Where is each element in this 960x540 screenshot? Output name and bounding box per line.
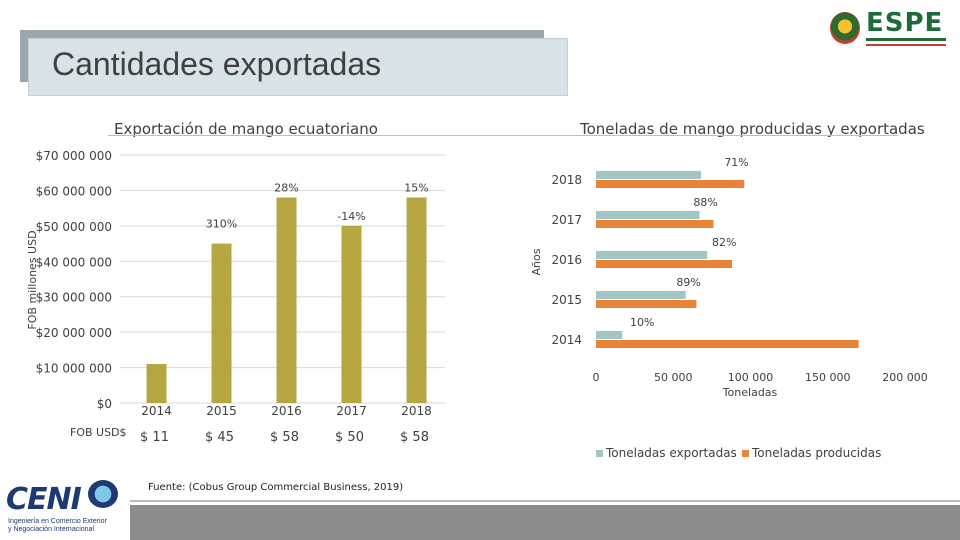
x-tick-label: 100 000: [728, 371, 774, 384]
y-tick-label: $70 000 000: [36, 149, 112, 163]
x-tick-label: 2015: [206, 404, 237, 418]
hbar: [596, 171, 702, 179]
y-tick-label: $20 000 000: [36, 326, 112, 340]
percent-label: 82%: [712, 236, 736, 249]
hbar: [596, 180, 745, 188]
bar: [211, 243, 232, 403]
hbar: [596, 260, 732, 268]
legend-swatch: [742, 450, 749, 457]
y-tick-label: 2018: [551, 173, 582, 187]
y-axis-title: Años: [530, 248, 543, 275]
percent-label: 89%: [676, 276, 700, 289]
legend-label: Toneladas producidas: [751, 446, 881, 460]
y-tick-label: $30 000 000: [36, 291, 112, 305]
ceni-globe-icon: [88, 480, 118, 508]
y-tick-label: $40 000 000: [36, 255, 112, 269]
bar: [276, 197, 297, 403]
espe-logo-line: [866, 38, 946, 41]
x-axis-title: Toneladas: [722, 386, 778, 399]
x-tick-label: 2018: [401, 404, 432, 418]
bar: [406, 197, 427, 403]
y-tick-label: 2015: [551, 293, 582, 307]
bar-chart-fob: $0 $10 000 000 $20 000 000 $30 000 000 $40 0…: [26, 149, 445, 445]
y-tick-label: 2017: [551, 213, 582, 227]
table-value: $ 58: [400, 430, 429, 445]
table-value: $ 50: [335, 430, 364, 445]
growth-label: -14%: [337, 210, 365, 223]
hbar: [596, 331, 623, 339]
bar: [146, 364, 167, 403]
y-tick-label: 2016: [551, 253, 582, 267]
y-axis-title: FOB millones USD: [26, 230, 39, 329]
x-tick-label: 50 000: [654, 371, 693, 384]
growth-label: 28%: [274, 182, 298, 195]
y-tick-label: $60 000 000: [36, 184, 112, 198]
x-tick-label: 2017: [336, 404, 367, 418]
x-tick-label: 2014: [141, 404, 172, 418]
y-tick-label: $10 000 000: [36, 362, 112, 376]
footer-bar: [130, 505, 960, 540]
title-box: [28, 38, 568, 96]
chart-divider: [108, 135, 898, 136]
x-tick-label: 2016: [271, 404, 302, 418]
espe-logo-line-red: [866, 44, 946, 46]
hbar: [596, 220, 714, 228]
hbar: [596, 251, 708, 259]
table-row-label: FOB USD$: [70, 426, 127, 439]
table-value: $ 11: [140, 430, 169, 445]
percent-label: 88%: [693, 196, 717, 209]
percent-label: 71%: [724, 156, 748, 169]
hbar-chart-tons: 0 50 000 100 000 150 000 200 000 Toneladas Año…: [530, 156, 928, 460]
espe-logo: ESPE: [826, 8, 952, 48]
y-tick-label: $50 000 000: [36, 220, 112, 234]
legend-swatch: [596, 450, 603, 457]
percent-label: 10%: [630, 316, 654, 329]
bar: [341, 225, 362, 403]
x-tick-label: 200 000: [882, 371, 928, 384]
chart1-title: Exportación de mango ecuatoriano: [114, 120, 378, 138]
hbar: [596, 291, 686, 299]
legend-label: Toneladas exportadas: [605, 446, 737, 460]
x-tick-label: 0: [593, 371, 600, 384]
espe-emblem-icon: [830, 12, 860, 44]
espe-logo-text: ESPE: [866, 8, 944, 38]
growth-label: 310%: [206, 218, 237, 231]
y-tick-label: $0: [97, 397, 112, 411]
hbar: [596, 340, 859, 348]
x-tick-label: 150 000: [805, 371, 851, 384]
ceni-logo-text: CENI: [6, 482, 82, 517]
growth-label: 15%: [404, 182, 428, 195]
page-title: Cantidades exportadas: [52, 46, 382, 82]
ceni-subtitle-2: y Negociación Internacional: [8, 526, 94, 533]
ceni-subtitle-1: Ingeniería en Comercio Exterior: [8, 518, 107, 525]
ceni-logo: CENI Ingeniería en Comercio Exterior y N…: [0, 478, 128, 540]
hbar: [596, 300, 697, 308]
table-value: $ 45: [205, 430, 234, 445]
hbar: [596, 211, 700, 219]
chart2-title: Toneladas de mango producidas y exportad…: [580, 120, 925, 138]
footer-line: [130, 500, 960, 502]
y-tick-label: 2014: [551, 333, 582, 347]
table-value: $ 58: [270, 430, 299, 445]
source-note: Fuente: (Cobus Group Commercial Business…: [148, 482, 404, 493]
